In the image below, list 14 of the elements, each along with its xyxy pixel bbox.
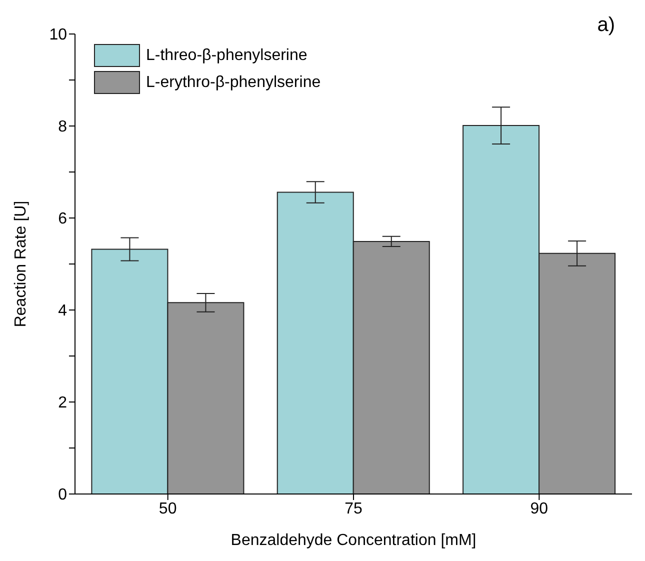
- y-tick-label: 2: [58, 394, 68, 412]
- y-tick-label: 8: [58, 118, 68, 136]
- legend-label: L-erythro-β-phenylserine: [146, 74, 321, 92]
- x-tick-label: 50: [158, 500, 177, 518]
- y-tick-label: 0: [58, 486, 68, 504]
- legend-label: L-threo-β-phenylserine: [146, 46, 308, 64]
- x-tick-label: 90: [530, 500, 548, 518]
- annotation: a): [597, 14, 615, 37]
- x-tick-label: 75: [344, 500, 362, 518]
- y-tick-label: 10: [49, 26, 68, 44]
- y-axis-title: Reaction Rate [U]: [12, 200, 30, 328]
- y-tick-label: 4: [58, 302, 68, 320]
- y-tick-label: 6: [58, 210, 68, 228]
- x-axis-title: Benzaldehyde Concentration [mM]: [230, 532, 476, 549]
